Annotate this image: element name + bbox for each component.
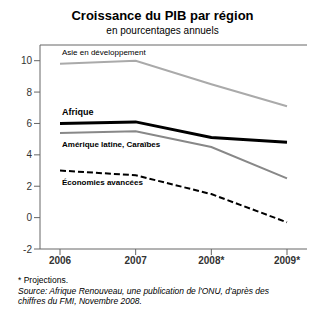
html-text:* Projections.: * Projections. bbox=[18, 275, 69, 285]
svg-text:-2: -2 bbox=[23, 244, 32, 255]
svg-text:Afrique: Afrique bbox=[62, 107, 94, 117]
svg-text:4: 4 bbox=[26, 149, 32, 160]
svg-text:Amérique latine, Caraïbes: Amérique latine, Caraïbes bbox=[62, 140, 161, 149]
svg-text:10: 10 bbox=[21, 55, 33, 66]
svg-text:Asie en développement: Asie en développement bbox=[62, 48, 146, 57]
svg-text:6: 6 bbox=[26, 118, 32, 129]
html-text:Source: Afrique Renouveau, une: Source: Afrique Renouveau, une publicati… bbox=[18, 285, 269, 306]
svg-text:0: 0 bbox=[26, 212, 32, 223]
html-text:Croissance du PIB par région: Croissance du PIB par région bbox=[71, 8, 254, 23]
svg-text:8: 8 bbox=[26, 87, 32, 98]
svg-text:2: 2 bbox=[26, 181, 32, 192]
svg-text:2008*: 2008* bbox=[198, 255, 224, 266]
html-text:en pourcentages annuels: en pourcentages annuels bbox=[106, 25, 219, 36]
svg-text:Économies avancées: Économies avancées bbox=[62, 178, 143, 187]
svg-text:2007: 2007 bbox=[125, 255, 148, 266]
svg-text:2009*: 2009* bbox=[274, 255, 300, 266]
svg-text:2006: 2006 bbox=[49, 255, 72, 266]
